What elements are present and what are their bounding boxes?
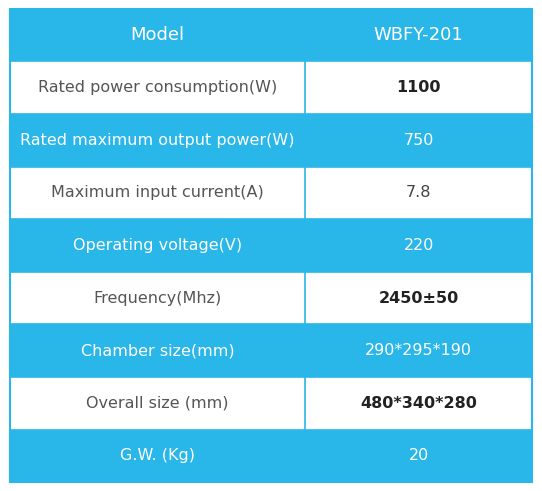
- Text: G.W. (Kg): G.W. (Kg): [120, 448, 195, 464]
- Text: Rated power consumption(W): Rated power consumption(W): [38, 80, 277, 95]
- Text: Rated maximum output power(W): Rated maximum output power(W): [20, 133, 295, 148]
- Bar: [10, 430, 305, 482]
- Bar: [10, 61, 305, 114]
- Bar: [305, 219, 532, 272]
- Text: Model: Model: [130, 26, 184, 44]
- Bar: [10, 325, 305, 377]
- Text: 2450±50: 2450±50: [378, 291, 459, 305]
- Text: Frequency(Mhz): Frequency(Mhz): [93, 291, 222, 305]
- Bar: [305, 114, 532, 166]
- Text: Chamber size(mm): Chamber size(mm): [81, 343, 234, 358]
- Bar: [305, 61, 532, 114]
- Bar: [305, 9, 532, 61]
- Bar: [305, 325, 532, 377]
- Bar: [10, 9, 305, 61]
- Bar: [305, 430, 532, 482]
- Text: Maximum input current(A): Maximum input current(A): [51, 186, 264, 200]
- Text: 7.8: 7.8: [406, 186, 431, 200]
- Text: 480*340*280: 480*340*280: [360, 396, 477, 411]
- Bar: [305, 377, 532, 430]
- Bar: [305, 272, 532, 325]
- Text: WBFY-201: WBFY-201: [374, 26, 463, 44]
- Text: 220: 220: [403, 238, 434, 253]
- Bar: [10, 114, 305, 166]
- Text: 20: 20: [409, 448, 429, 464]
- Bar: [10, 166, 305, 219]
- Bar: [10, 272, 305, 325]
- Text: 1100: 1100: [396, 80, 441, 95]
- Bar: [10, 219, 305, 272]
- Text: Operating voltage(V): Operating voltage(V): [73, 238, 242, 253]
- Bar: [10, 377, 305, 430]
- Text: 750: 750: [403, 133, 434, 148]
- Text: Overall size (mm): Overall size (mm): [86, 396, 229, 411]
- Bar: [305, 166, 532, 219]
- Text: 290*295*190: 290*295*190: [365, 343, 472, 358]
